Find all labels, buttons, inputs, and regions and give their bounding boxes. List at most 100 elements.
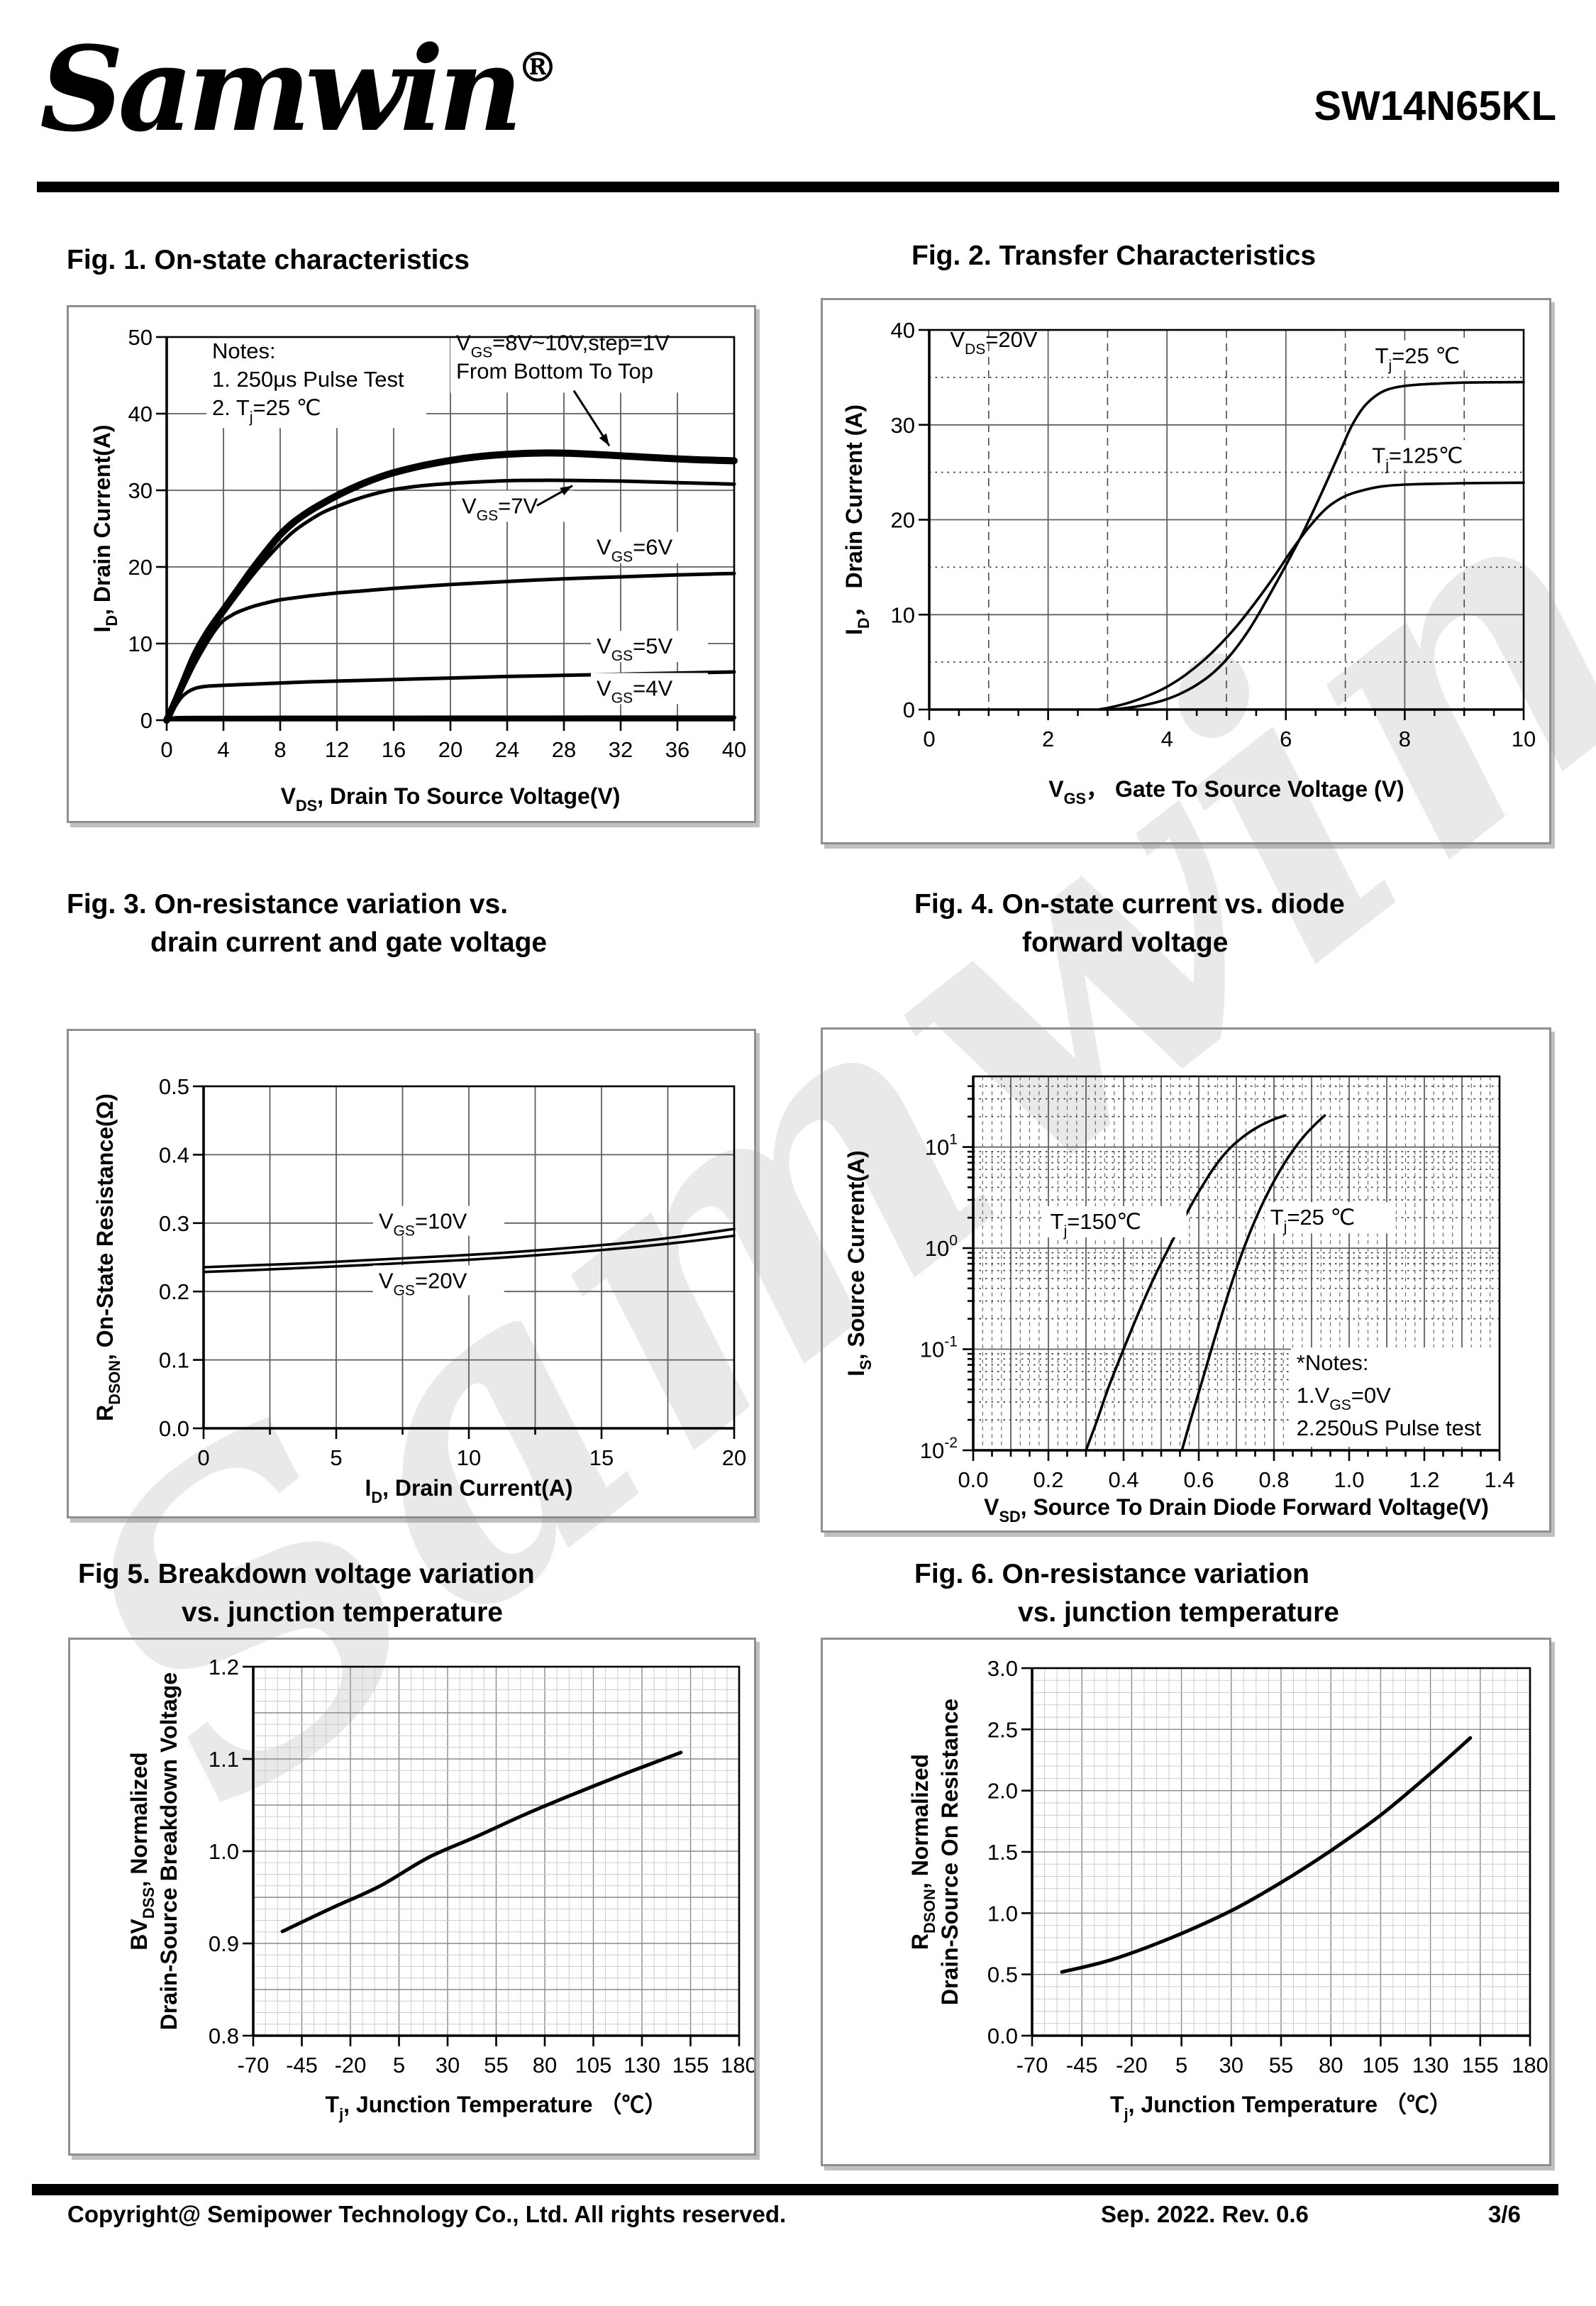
x-axis-title: Tj, Junction Temperature （℃）	[326, 2092, 667, 2123]
y-tick-label: 0.5	[987, 1963, 1018, 1987]
figure-title-line: vs. junction temperature	[1018, 1597, 1339, 1628]
x-tick-label: 30	[1219, 2053, 1243, 2078]
annotation-text: VDS=20V	[950, 327, 1038, 358]
figure-2-box: VDS=20V Tj=25 ℃ Tj=125℃ 0 2 4 6 8 10 0 10 20 30 40 VGS…	[821, 298, 1551, 844]
axis-labels: 0.0 0.2 0.4 0.6 0.8 1.0 1.2 1.4 10-2 10-1 100 101 VS…	[843, 1085, 1515, 1526]
y-tick-label: 10	[128, 631, 153, 656]
annotation-text: Tj=25 ℃	[1270, 1205, 1356, 1235]
x-tick-label: -45	[286, 2053, 318, 2078]
series-vgs-10v	[202, 1228, 736, 1269]
x-tick-label: -20	[335, 2053, 367, 2078]
x-axis-title: VDS, Drain To Source Voltage(V)	[281, 783, 621, 815]
arrowhead-icon	[560, 485, 572, 496]
x-axis-title: Tj, Junction Temperature （℃）	[1110, 2092, 1452, 2123]
y-axis-title: IS, Source Current(A)	[843, 1150, 875, 1377]
annotation-text: VGS=6V	[597, 535, 673, 566]
y-tick-label: 0.9	[209, 1931, 239, 1956]
figure-1: Fig. 1. On-state characteristics Notes: 1…	[67, 241, 756, 823]
y-axis-title: ID, Drain Current(A)	[89, 424, 121, 632]
annotation-text: VGS=10V	[379, 1209, 467, 1240]
x-tick-label: 0.0	[958, 1467, 988, 1492]
series	[202, 1228, 736, 1274]
x-tick-label: 36	[665, 737, 689, 762]
y-tick-label: 20	[891, 508, 915, 533]
y-axis-title: BVDSS, Normalized	[126, 1752, 157, 1950]
chart-transfer-characteristics: VDS=20V Tj=25 ℃ Tj=125℃ 0 2 4 6 8 10 0 10 20 30 40 VGS…	[841, 318, 1536, 807]
brand-logo-text: Samwin	[40, 21, 523, 158]
x-tick-label: 1.0	[1334, 1467, 1364, 1492]
series-vgs-8v-10v	[163, 449, 738, 724]
x-tick-label: 155	[672, 2053, 709, 2078]
series-tj-125c	[1097, 481, 1525, 711]
chart-on-state-characteristics: Notes: 1. 250μs Pulse Test 2. Tj=25 ℃ VGS=8…	[89, 325, 746, 815]
x-tick-label: -70	[238, 2053, 270, 2078]
figure-title-line: forward voltage	[1022, 927, 1229, 958]
annotation-text: From Bottom To Top	[456, 358, 653, 383]
y-tick-label: 40	[891, 318, 915, 343]
grid	[253, 1667, 739, 2036]
arrowhead-icon	[599, 433, 609, 446]
x-tick-label: -20	[1116, 2053, 1148, 2078]
x-tick-label: 0	[923, 727, 935, 751]
y-tick-label: 0.5	[159, 1074, 189, 1099]
annotations: Tj=150℃ Tj=25 ℃ *Notes: 1.VGS=0V 2.250uS Pul…	[1044, 1202, 1525, 1447]
y-tick-label: 20	[128, 555, 153, 580]
annotation-text: 2. Tj=25 ℃	[212, 395, 321, 426]
annotations: VGS=10V VGS=20V	[372, 1206, 504, 1298]
figure-title-line: Fig 5. Breakdown voltage variation	[78, 1559, 535, 1589]
grid	[1032, 1668, 1530, 2036]
x-tick-label: 5	[330, 1445, 342, 1470]
x-tick-label: 8	[1399, 727, 1411, 751]
x-tick-label: 4	[217, 737, 229, 762]
annotation-text: Notes:	[212, 338, 276, 363]
x-tick-label: 16	[382, 737, 406, 762]
annotation-text: Tj=25 ℃	[1375, 343, 1461, 374]
figure-title-line: drain current and gate voltage	[150, 927, 548, 958]
footer-revision: Sep. 2022. Rev. 0.6	[1101, 2201, 1309, 2227]
y-tick-label: 101	[925, 1132, 958, 1160]
x-tick-label: 20	[722, 1445, 746, 1470]
y-tick-label: 40	[128, 402, 153, 426]
figure-5: Fig 5. Breakdown voltage variation vs. ju…	[68, 1555, 756, 2156]
y-tick-label: 100	[925, 1232, 958, 1261]
annotation-text: *Notes:	[1297, 1350, 1369, 1375]
chart-breakdown-voltage-vs-temperature: -70 -45 -20 5 30 55 80 105 130 155 180 0.8 0.9 1.0 1.1…	[126, 1655, 754, 2123]
y-tick-label: 0.2	[159, 1279, 189, 1304]
x-tick-label: 55	[1269, 2053, 1293, 2078]
figure-6-box: -70 -45 -20 5 30 55 80 105 130 155 180 0.0 0.5 1.0 1.5…	[821, 1638, 1551, 2166]
annotation-text: VGS=8V~10V,step=1V	[456, 330, 670, 360]
figure-title-line: Fig. 2. Transfer Characteristics	[911, 241, 1317, 271]
y-tick-label: 30	[128, 478, 153, 503]
y-axis-title: RDSON, On-State Resistance(Ω)	[92, 1093, 123, 1421]
y-tick-label: 0.8	[209, 2024, 239, 2048]
x-axis-title: VSD, Source To Drain Diode Forward Volta…	[984, 1494, 1489, 1526]
x-tick-label: -45	[1066, 2053, 1098, 2078]
figure-6: Fig. 6. On-resistance variation vs. junct…	[821, 1555, 1551, 2166]
x-tick-label: 0.6	[1183, 1467, 1214, 1492]
chart-on-resistance-vs-temperature: -70 -45 -20 5 30 55 80 105 130 155 180 0.0 0.5 1.0 1.5…	[907, 1656, 1548, 2123]
figure-title-line: vs. junction temperature	[182, 1597, 503, 1628]
figure-1-title: Fig. 1. On-state characteristics	[67, 241, 756, 280]
y-tick-label: 10	[891, 602, 915, 627]
y-tick-label: 0.3	[159, 1211, 189, 1236]
annotation-text: 1. 250μs Pulse Test	[212, 367, 404, 392]
axis-labels: 0 5 10 15 20 0.0 0.1 0.2 0.3 0.4 0.5 ID, Drain Curr…	[92, 1074, 746, 1506]
x-tick-label: -70	[1016, 2053, 1048, 2078]
axis-labels: -70 -45 -20 5 30 55 80 105 130 155 180 0.8 0.9 1.0 1.1…	[126, 1655, 754, 2123]
series	[1097, 380, 1525, 711]
y-tick-label: 0.0	[159, 1416, 189, 1441]
series-tj-25c	[1180, 1114, 1326, 1452]
x-tick-label: 0	[197, 1445, 209, 1470]
x-tick-label: 20	[438, 737, 462, 762]
x-tick-label: 0.8	[1258, 1467, 1289, 1492]
annotation-text: VGS=20V	[379, 1268, 467, 1298]
x-axis-title: VGS， Gate To Source Voltage (V)	[1048, 776, 1404, 807]
annotation-text: Tj=125℃	[1372, 443, 1463, 473]
x-tick-label: 180	[1512, 2053, 1548, 2078]
x-tick-label: 2	[1042, 727, 1054, 751]
series-vgs-7v	[165, 478, 736, 722]
x-tick-label: 155	[1462, 2053, 1499, 2078]
grid	[204, 1086, 734, 1428]
figure-2: Fig. 2. Transfer Characteristics VDS=20V…	[821, 237, 1551, 844]
